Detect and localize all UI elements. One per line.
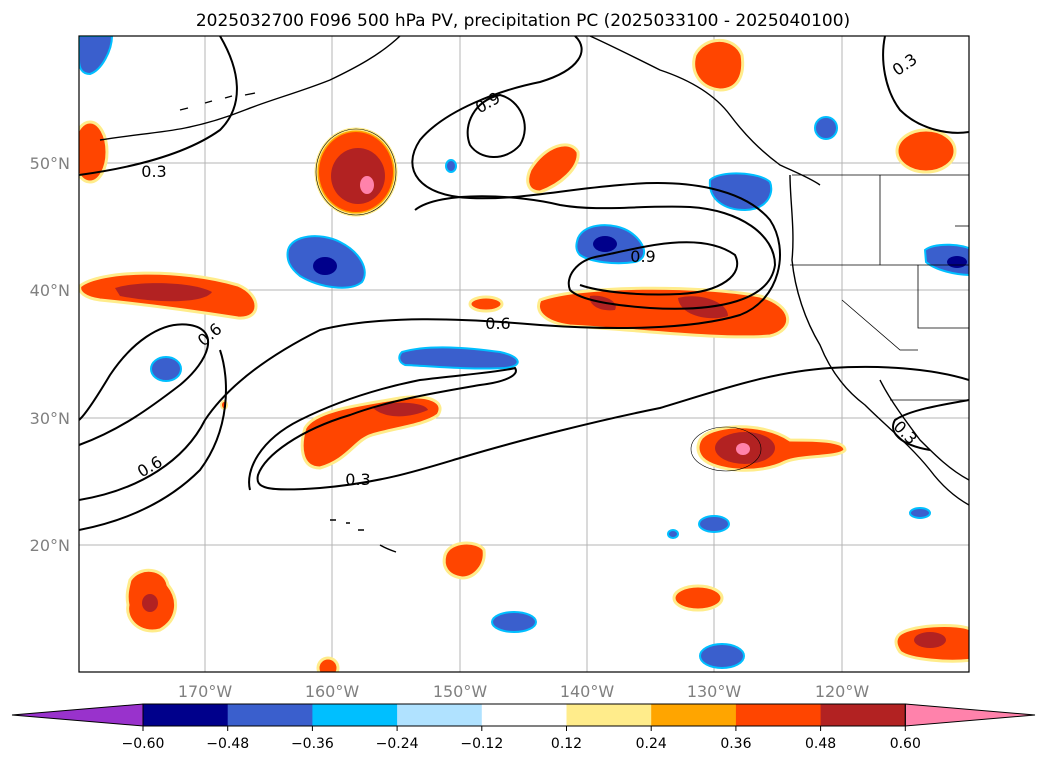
colorbar-segment — [481, 704, 567, 726]
colorbar-tick-label: −0.36 — [291, 736, 334, 752]
map-panel: 0.9 0.9 0.6 0.6 0.6 0.3 0.3 0.3 0.3 — [78, 35, 970, 673]
precip-positive-gulf-alaska — [526, 143, 580, 194]
precip-positive-southeast-blob — [696, 425, 847, 472]
lon-tick-label: 120°W — [815, 682, 870, 701]
coastlines — [99, 36, 969, 553]
colorbar-tick-label: 0.60 — [890, 736, 921, 752]
colorbar-segment — [397, 704, 483, 726]
lat-labels: 20°N 30°N 40°N 50°N — [30, 154, 70, 555]
precip-positive-west-band — [79, 271, 258, 320]
colorbar: −0.60 −0.48 −0.36 −0.24 −0.12 0.12 0.24 0.36 0.4… — [11, 703, 1036, 752]
precip-positive-nw-edge — [79, 120, 109, 184]
colorbar-segment — [735, 704, 822, 726]
precip-positive-small-spots — [125, 400, 969, 672]
pv-contour-03-ne — [882, 36, 969, 134]
lon-tick-label: 130°W — [687, 682, 742, 701]
precip-negative-central-west — [286, 235, 366, 289]
colorbar-segment — [227, 704, 313, 726]
colorbar-tick-label: −0.60 — [122, 736, 165, 752]
state-borders — [790, 174, 969, 401]
pv-contour-03-se — [892, 399, 969, 451]
lon-tick-label: 160°W — [305, 682, 360, 701]
contour-label: 0.9 — [630, 247, 655, 266]
pv-contour-03-south — [248, 365, 969, 491]
precip-positive-center-north — [314, 127, 398, 217]
contour-label: 0.6 — [485, 314, 510, 333]
colorbar-segment — [143, 704, 229, 726]
precip-negative-small-spots — [150, 159, 931, 669]
colorbar-segment — [312, 704, 398, 726]
contour-label: 0.3 — [141, 162, 166, 181]
colorbar-extend-high — [904, 703, 1036, 727]
colorbar-tick-label: 0.24 — [636, 736, 667, 752]
precip-positive-bc-interior — [895, 128, 957, 174]
colorbar-tick-label: −0.12 — [460, 736, 503, 752]
colorbar-tick-label: 0.36 — [720, 736, 751, 752]
precip-positive-north-coast — [692, 39, 745, 92]
precip-negative-coast — [708, 116, 969, 276]
precip-positive-small-center — [468, 295, 504, 313]
pv-contour-03-north — [79, 36, 238, 176]
pv-contour-03-west — [79, 323, 209, 446]
colorbar-segment — [566, 704, 652, 726]
lat-tick-label: 50°N — [30, 154, 70, 173]
precip-negative-central-north — [575, 224, 645, 265]
map-background — [79, 36, 969, 672]
contour-label: 0.3 — [345, 470, 370, 489]
map-frame — [78, 35, 970, 673]
shading-outlines — [315, 128, 762, 472]
lon-tick-label: 150°W — [433, 682, 488, 701]
pv-contour-06-west — [79, 349, 227, 531]
colorbar-frame — [142, 703, 906, 727]
lat-tick-label: 30°N — [30, 409, 70, 428]
colorbar-tick-label: −0.48 — [206, 736, 249, 752]
colorbar-tick-label: 0.48 — [805, 736, 836, 752]
pv-contours — [79, 36, 969, 531]
pv-contour-09-center — [414, 195, 777, 310]
lat-tick-label: 20°N — [30, 536, 70, 555]
colorbar-tick-label: −0.24 — [376, 736, 419, 752]
colorbar-extend-low — [11, 703, 144, 727]
colorbar-segment — [820, 704, 906, 726]
precip-negative-band-mid — [398, 346, 519, 370]
colorbar-tick-label: 0.12 — [551, 736, 582, 752]
pv-contour-06-main — [79, 36, 781, 501]
colorbar-segment — [651, 704, 737, 726]
pv-contour-09-north — [466, 93, 526, 158]
lon-tick-label: 170°W — [178, 682, 233, 701]
lon-tick-label: 140°W — [560, 682, 615, 701]
precip-positive-subtropical-band — [300, 395, 442, 470]
chart-title: 2025032700 F096 500 hPa PV, precipitatio… — [196, 11, 850, 31]
lon-labels: 170°W 160°W 150°W 140°W 130°W 120°W — [178, 682, 870, 701]
lat-tick-label: 40°N — [30, 281, 70, 300]
precip-shading — [79, 36, 969, 672]
